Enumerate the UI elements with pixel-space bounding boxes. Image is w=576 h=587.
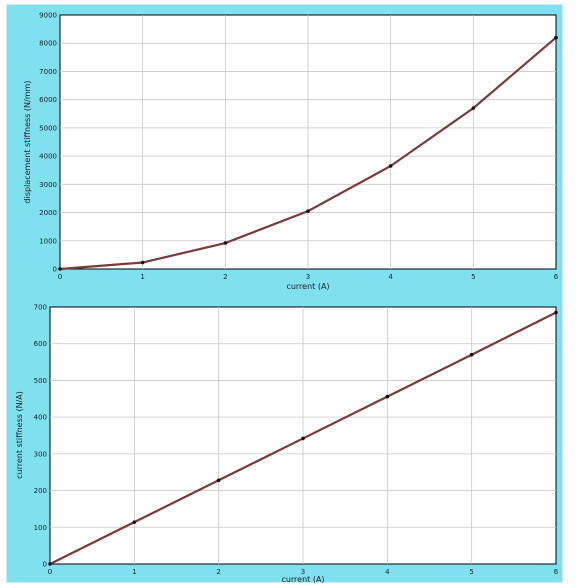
chart-1-series bbox=[58, 35, 558, 271]
chart-1-y-tick-label: 5000 bbox=[39, 124, 57, 132]
chart-1-grid bbox=[60, 15, 556, 269]
chart-2-data-point bbox=[385, 394, 390, 399]
chart-1-y-tick-label: 2000 bbox=[39, 209, 57, 217]
chart-1-data-point bbox=[554, 35, 558, 40]
chart-2-data-point bbox=[554, 310, 558, 315]
chart-2-x-tick-label: 6 bbox=[554, 568, 559, 576]
chart-2-ticks: 0 1 2 3 4 5 6 0 100 200 300 400 500 600 700 bbox=[34, 304, 559, 577]
chart-1-data-point bbox=[223, 241, 228, 245]
chart-1-x-tick-label: 3 bbox=[306, 273, 310, 281]
chart-1-data-point bbox=[140, 260, 145, 265]
chart-2-x-tick-label: 5 bbox=[469, 568, 473, 576]
chart-1-xlabel: current (A) bbox=[286, 282, 329, 291]
chart-2-series bbox=[48, 310, 558, 566]
chart-2-y-tick-label: 0 bbox=[43, 561, 47, 569]
chart-2-data-point bbox=[48, 562, 52, 566]
chart-1: 0 1 2 3 4 5 6 0 1000 2000 3000 4000 5000 6000 7000 8000… bbox=[23, 12, 559, 292]
chart-1-y-tick-label: 8000 bbox=[39, 40, 57, 48]
chart-1-x-tick-label: 6 bbox=[554, 273, 559, 281]
chart-1-y-tick-label: 4000 bbox=[39, 153, 57, 161]
chart-2-x-tick-label: 0 bbox=[48, 568, 52, 576]
chart-2: 0 1 2 3 4 5 6 0 100 200 300 400 500 600 700 current (A… bbox=[15, 304, 559, 585]
chart-2-y-tick-label: 400 bbox=[34, 414, 47, 422]
chart-2-xlabel: current (A) bbox=[281, 575, 324, 584]
chart-2-y-tick-label: 100 bbox=[34, 524, 47, 532]
chart-2-grid bbox=[50, 307, 556, 564]
chart-2-y-tick-label: 700 bbox=[34, 304, 47, 312]
chart-1-x-tick-label: 4 bbox=[388, 273, 393, 281]
chart-1-data-point bbox=[58, 267, 62, 271]
chart-1-data-point bbox=[471, 106, 476, 110]
chart-1-y-tick-label: 7000 bbox=[39, 68, 57, 76]
chart-1-y-tick-label: 1000 bbox=[39, 237, 57, 245]
chart-1-data-point bbox=[388, 164, 393, 168]
chart-2-ylabel: current stiffness (N/A) bbox=[15, 391, 24, 479]
chart-1-y-tick-label: 0 bbox=[53, 266, 57, 274]
chart-2-data-point bbox=[216, 478, 221, 483]
chart-2-y-tick-label: 200 bbox=[34, 487, 47, 495]
chart-2-x-tick-label: 2 bbox=[216, 568, 220, 576]
chart-1-ylabel: displacement stiffness (N/mm) bbox=[23, 81, 32, 204]
chart-2-x-tick-label: 3 bbox=[301, 568, 305, 576]
chart-2-data-point bbox=[301, 436, 305, 441]
chart-1-x-tick-label: 5 bbox=[471, 273, 475, 281]
chart-2-data-point bbox=[132, 520, 137, 524]
chart-1-y-tick-label: 6000 bbox=[39, 96, 57, 104]
chart-2-x-tick-label: 4 bbox=[385, 568, 390, 576]
chart-2-data-point bbox=[469, 352, 474, 357]
chart-1-ticks: 0 1 2 3 4 5 6 0 1000 2000 3000 4000 5000 6000 7000 8000… bbox=[39, 12, 559, 282]
chart-1-data-point bbox=[306, 209, 310, 213]
chart-1-x-tick-label: 1 bbox=[140, 273, 144, 281]
chart-1-y-tick-label: 9000 bbox=[39, 12, 57, 20]
chart-1-y-tick-label: 3000 bbox=[39, 181, 57, 189]
chart-1-x-tick-label: 2 bbox=[223, 273, 227, 281]
chart-2-y-tick-label: 300 bbox=[34, 450, 47, 458]
chart-2-y-tick-label: 600 bbox=[34, 340, 47, 348]
chart-2-y-tick-label: 500 bbox=[34, 377, 47, 385]
chart-2-x-tick-label: 1 bbox=[132, 568, 136, 576]
chart-1-x-tick-label: 0 bbox=[58, 273, 62, 281]
